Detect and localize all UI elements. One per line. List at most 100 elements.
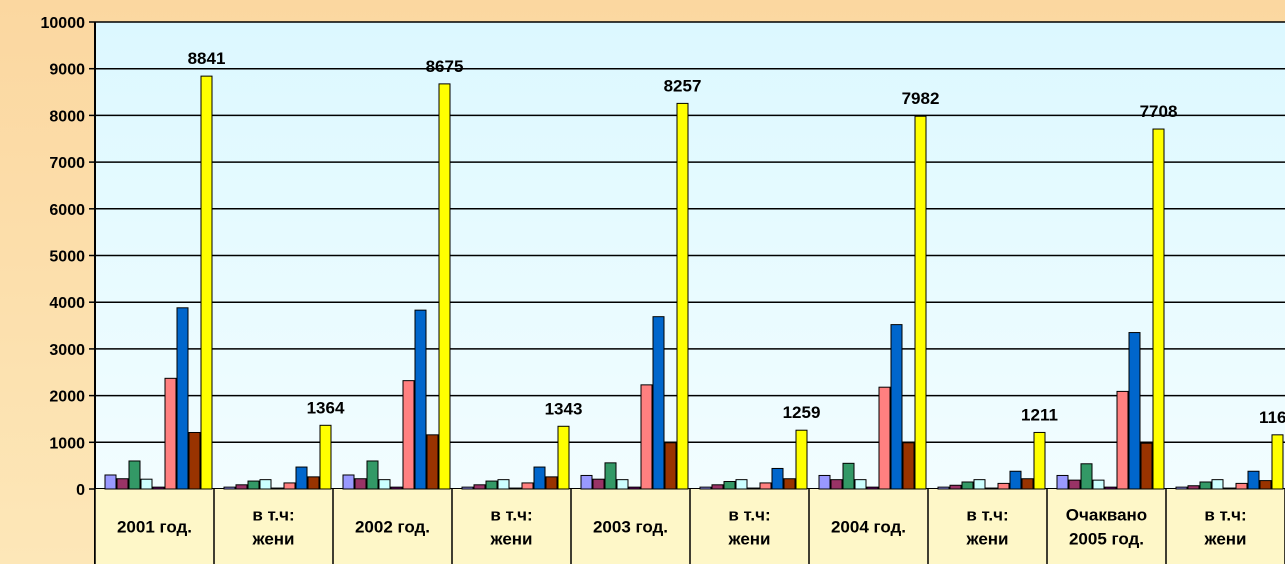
y-tick-label: 10000 <box>41 15 86 32</box>
bar <box>1080 463 1093 490</box>
bar <box>1068 479 1081 490</box>
bar <box>1056 474 1069 490</box>
bar <box>1152 128 1165 490</box>
bar <box>283 482 296 490</box>
bar <box>961 481 974 490</box>
bar <box>747 487 760 490</box>
bar <box>1104 486 1117 490</box>
bar <box>771 467 784 490</box>
category-label: в т.ч: <box>728 506 770 525</box>
bar <box>485 480 498 490</box>
bar <box>818 474 831 490</box>
bar <box>592 478 605 490</box>
bar <box>1235 482 1248 490</box>
bar <box>307 476 320 490</box>
bar <box>985 487 998 490</box>
bar <box>664 442 677 490</box>
category-label: 2001 год. <box>117 518 192 537</box>
bar <box>1187 485 1200 490</box>
bar <box>676 102 689 490</box>
bar <box>104 474 117 490</box>
y-tick-label: 3000 <box>49 342 85 359</box>
y-tick-label: 1000 <box>49 435 85 452</box>
bar <box>699 486 712 490</box>
bar <box>473 484 486 490</box>
bar <box>783 478 796 490</box>
bar <box>1211 479 1224 490</box>
bar <box>152 486 165 490</box>
bar <box>521 482 534 490</box>
category-label: жени <box>1203 530 1246 549</box>
bar <box>759 482 772 490</box>
bar <box>652 316 665 490</box>
category-label: в т.ч: <box>1204 506 1246 525</box>
bar <box>116 478 129 490</box>
bar <box>1128 332 1141 490</box>
bar <box>1021 478 1034 490</box>
category-label: Очаквано <box>1066 506 1147 525</box>
data-label: 1364 <box>307 398 345 417</box>
bar <box>866 486 879 490</box>
bar <box>1175 486 1188 490</box>
y-tick-label: 8000 <box>49 108 85 125</box>
y-tick-label: 2000 <box>49 389 85 406</box>
bar <box>580 474 593 490</box>
bar <box>1140 442 1153 490</box>
bar <box>414 309 427 490</box>
bar <box>616 479 629 490</box>
data-label: 7982 <box>902 89 940 108</box>
bar <box>200 75 213 490</box>
data-label: 8675 <box>426 57 464 76</box>
bar <box>842 462 855 490</box>
category-label: 2002 год. <box>355 518 430 537</box>
bar <box>723 481 736 490</box>
data-label: 7708 <box>1140 102 1178 121</box>
bar <box>735 479 748 490</box>
category-label: жени <box>489 530 532 549</box>
category-label: жени <box>965 530 1008 549</box>
data-label: 8257 <box>664 76 702 95</box>
bar <box>1116 390 1129 490</box>
bar <box>902 442 915 490</box>
bar <box>1009 470 1022 490</box>
bar <box>188 431 201 490</box>
bar <box>259 479 272 490</box>
category-label: 2003 год. <box>593 518 668 537</box>
bar <box>545 476 558 490</box>
bar <box>342 474 355 490</box>
data-label: 8841 <box>188 49 226 68</box>
bar <box>426 434 439 490</box>
bar <box>1259 480 1272 490</box>
data-label: 1211 <box>1021 405 1058 424</box>
bar <box>890 324 903 490</box>
bar <box>497 479 510 490</box>
bar <box>1247 470 1260 490</box>
y-tick-label: 5000 <box>49 249 85 266</box>
y-tick-label: 0 <box>76 482 85 499</box>
bar <box>366 460 379 490</box>
bar <box>914 115 927 490</box>
bar <box>711 484 724 490</box>
bar <box>628 486 641 490</box>
bar <box>1199 481 1212 490</box>
category-label: в т.ч: <box>490 506 532 525</box>
bar <box>795 429 808 490</box>
bar <box>271 487 284 490</box>
bar <box>973 479 986 490</box>
bar <box>604 462 617 490</box>
data-label: 1259 <box>783 403 821 422</box>
bar <box>937 486 950 490</box>
bar <box>1033 431 1046 490</box>
bar <box>140 478 153 490</box>
y-tick-label: 7000 <box>49 155 85 172</box>
bar <box>640 384 653 490</box>
y-tick-label: 6000 <box>49 202 85 219</box>
bar <box>390 486 403 490</box>
bar <box>949 484 962 490</box>
bar <box>878 386 891 490</box>
bar <box>319 424 332 490</box>
bar <box>509 487 522 490</box>
bar <box>1271 434 1284 490</box>
bar <box>461 486 474 490</box>
